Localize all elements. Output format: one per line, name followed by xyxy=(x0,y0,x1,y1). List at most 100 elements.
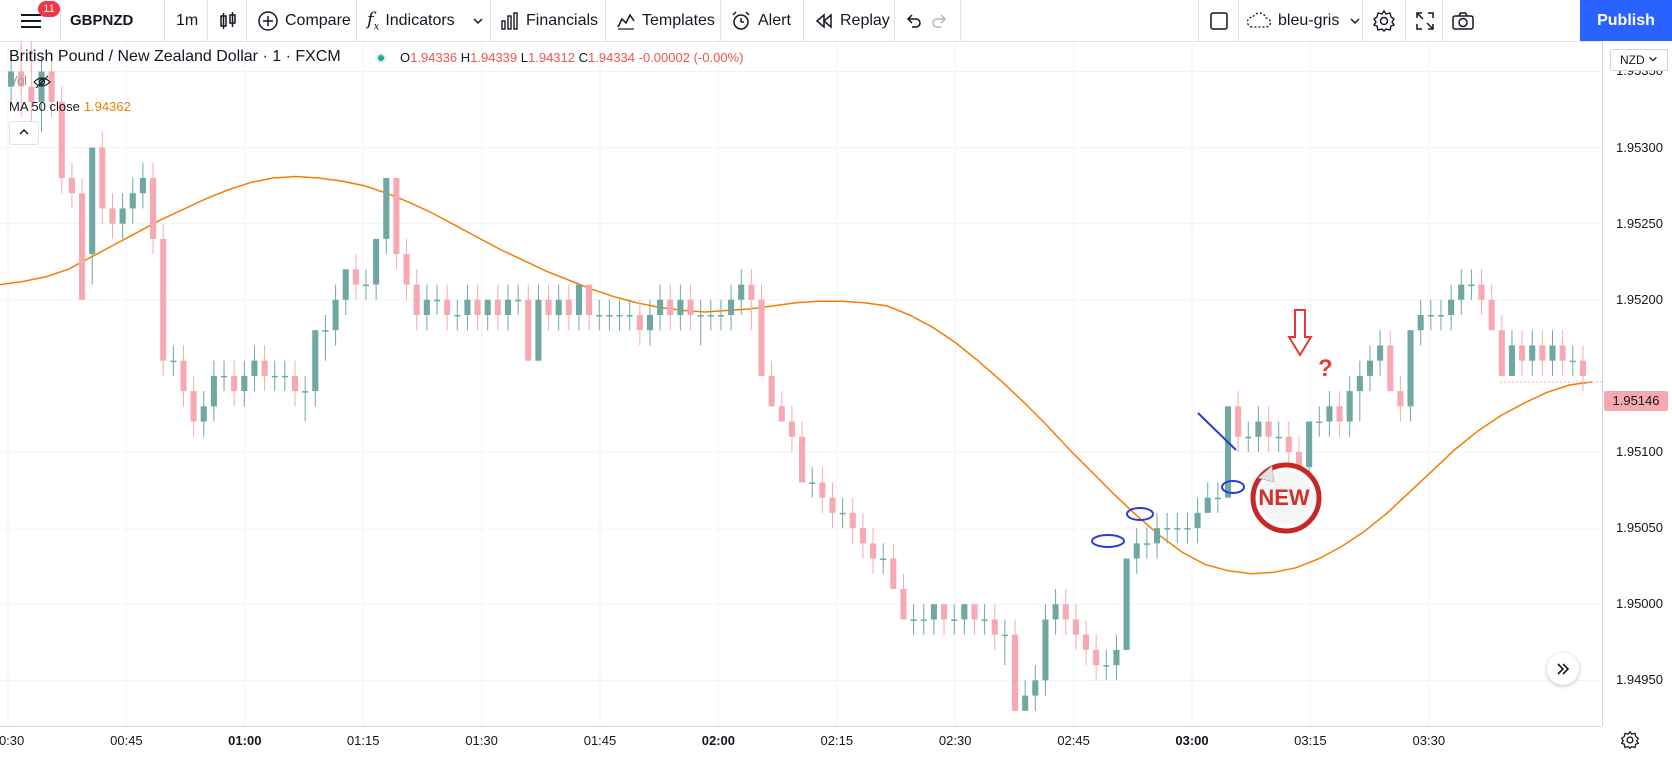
candle xyxy=(79,178,86,300)
candle xyxy=(150,162,157,255)
candle-body xyxy=(28,86,35,102)
undo-icon xyxy=(906,13,921,28)
candle-body xyxy=(788,421,795,437)
candle xyxy=(241,360,248,407)
indicators-dropdown-button[interactable] xyxy=(472,0,484,41)
ma-legend[interactable]: MA 50 close 1.94362 xyxy=(9,99,131,114)
main-menu-button[interactable]: 11 xyxy=(8,0,60,41)
publish-button[interactable]: Publish xyxy=(1580,0,1672,41)
candles-icon xyxy=(220,11,236,29)
gear-icon xyxy=(1620,730,1640,750)
candle-body xyxy=(1113,649,1120,666)
settings-button[interactable] xyxy=(1372,0,1396,41)
candle xyxy=(677,284,684,331)
candle-body xyxy=(707,315,714,317)
candle-body xyxy=(129,193,136,209)
candle-body xyxy=(160,238,167,361)
price-chart[interactable] xyxy=(0,41,1602,726)
time-axis[interactable]: 00:30 00:45 01:00 01:15 01:30 01:45 02:00 02:15… xyxy=(0,726,1602,757)
candle xyxy=(799,421,806,483)
candle xyxy=(1275,421,1282,452)
fullscreen-mode-button[interactable] xyxy=(1208,0,1230,41)
candle xyxy=(129,178,136,224)
candle-body xyxy=(1153,528,1161,544)
candle-body xyxy=(717,315,724,317)
candle-body xyxy=(596,315,603,317)
compare-button[interactable]: Compare xyxy=(257,0,351,41)
volume-legend[interactable]: Vol xyxy=(9,73,51,89)
symbol-search-button[interactable]: GBPNZD xyxy=(70,12,134,29)
templates-button[interactable]: Templates xyxy=(616,0,715,41)
undo-button[interactable] xyxy=(903,0,923,41)
chart-settings-button[interactable] xyxy=(1620,730,1640,755)
candle xyxy=(261,345,268,392)
scroll-to-realtime-button[interactable] xyxy=(1547,653,1579,685)
candle xyxy=(1174,512,1181,544)
indicators-button[interactable]: fx Indicators xyxy=(367,0,455,41)
candle xyxy=(930,604,937,635)
chevron-down-icon xyxy=(1350,17,1360,24)
ma-line-layer xyxy=(0,175,1602,575)
candle xyxy=(1214,482,1221,513)
candle-body xyxy=(383,178,390,239)
low-key: L xyxy=(520,50,528,65)
candle xyxy=(1377,330,1384,376)
candle xyxy=(322,315,329,361)
financials-button[interactable]: Financials xyxy=(500,0,598,41)
market-status-icon[interactable] xyxy=(375,52,387,64)
candle-body xyxy=(657,299,664,315)
time-tick-label: 01:00 xyxy=(228,733,262,748)
rewind-icon xyxy=(815,12,832,29)
candle xyxy=(1417,299,1424,346)
candle xyxy=(1529,330,1536,376)
candle xyxy=(778,391,785,422)
candle xyxy=(515,284,522,315)
symbol-title[interactable]: British Pound / New Zealand Dollar · 1 ·… xyxy=(9,48,341,65)
candle xyxy=(1123,558,1130,650)
interval-button[interactable]: 1m xyxy=(176,11,199,29)
candle-body xyxy=(322,330,329,332)
change-value: -0.00002 (-0.00%) xyxy=(638,50,744,65)
candle-body xyxy=(961,604,968,620)
new-sticker-text: NEW xyxy=(1258,485,1310,510)
candle-body xyxy=(910,619,917,621)
price-tick-label: 1.95100 xyxy=(1616,444,1663,459)
gear-icon xyxy=(1372,9,1396,32)
candle-body xyxy=(1011,634,1019,711)
alert-button[interactable]: Alert xyxy=(730,0,791,41)
candle xyxy=(1559,330,1566,376)
candle-body xyxy=(920,619,927,621)
replay-button[interactable]: Replay xyxy=(814,0,890,41)
candle-body xyxy=(636,315,643,331)
candle xyxy=(1042,604,1049,696)
candle xyxy=(707,299,714,331)
redo-button[interactable] xyxy=(930,0,950,41)
candle-body xyxy=(819,482,826,498)
red-down-arrow-annotation xyxy=(1287,309,1313,357)
currency-selector[interactable]: NZD xyxy=(1610,49,1668,71)
candle-body xyxy=(352,269,359,285)
candle-body xyxy=(697,315,704,317)
candle-body xyxy=(1519,345,1526,361)
candle xyxy=(1062,589,1069,635)
eye-hidden-icon[interactable] xyxy=(32,75,51,89)
candle-body xyxy=(859,528,866,544)
candle-body xyxy=(799,436,806,483)
layout-select-button[interactable]: bleu-gris xyxy=(1246,0,1361,41)
candle-body xyxy=(464,299,471,315)
candle-body xyxy=(99,147,106,209)
candle-body xyxy=(79,193,86,300)
price-tick-label: 1.95050 xyxy=(1616,520,1663,536)
chart-type-button[interactable] xyxy=(218,0,238,41)
candle xyxy=(312,330,319,407)
collapse-legend-button[interactable] xyxy=(9,121,39,145)
price-axis[interactable]: 1.953501.953001.952501.952001.951001.950… xyxy=(1602,41,1672,726)
candle xyxy=(1265,406,1272,452)
candle-body xyxy=(190,391,197,422)
candle-body xyxy=(1468,284,1475,287)
candle xyxy=(281,360,288,392)
candle-body xyxy=(18,71,25,87)
fullscreen-button[interactable] xyxy=(1414,0,1436,41)
candle-body xyxy=(1255,421,1262,437)
snapshot-button[interactable] xyxy=(1451,0,1475,41)
